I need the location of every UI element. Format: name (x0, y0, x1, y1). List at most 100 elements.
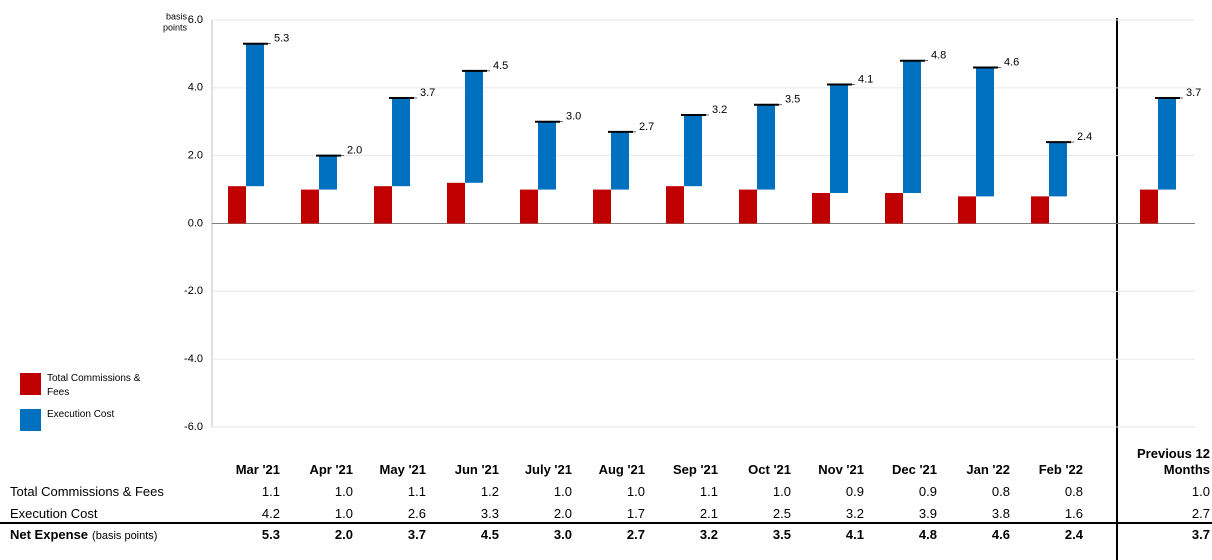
y-axis-label: basis (166, 11, 188, 21)
legend-label: Execution Cost (47, 409, 115, 420)
legend-label: Total Commissions & Fees (47, 373, 141, 398)
table-value: 2.1 (699, 505, 718, 521)
y-tick-label: -4.0 (184, 353, 203, 365)
data-label: 4.5 (493, 60, 508, 72)
y-tick-label: 6.0 (188, 14, 203, 26)
table-value: 3.7 (407, 527, 426, 542)
bar (830, 84, 848, 193)
table-value: 2.7 (626, 527, 645, 542)
table-value: 1.0 (334, 505, 353, 521)
data-label: 2.7 (639, 121, 654, 133)
row-label: Total Commissions & Fees (10, 484, 164, 499)
bar (684, 114, 702, 187)
table-value: 3.3 (480, 505, 499, 521)
y-tick-label: -2.0 (184, 285, 203, 297)
table-value: 0.9 (845, 484, 864, 499)
bar (301, 189, 319, 224)
table-value: 3.5 (772, 527, 791, 542)
table-value: 1.6 (1064, 505, 1083, 521)
data-label: 3.2 (712, 104, 727, 116)
category-header: Sep '21 (672, 462, 718, 477)
table-value: 2.5 (772, 505, 791, 521)
bar (1031, 196, 1049, 224)
category-header: Previous 12 Months (1137, 446, 1210, 477)
table-value: 4.8 (918, 527, 937, 542)
table-value: 3.2 (699, 527, 718, 542)
table-value: 1.0 (772, 484, 791, 499)
y-tick-label: -6.0 (184, 421, 203, 433)
row-unit: (basis points) (92, 530, 158, 542)
legend-swatch (20, 409, 41, 431)
y-tick-label: 4.0 (188, 82, 203, 94)
legend-swatch (20, 373, 41, 395)
data-label: 2.4 (1077, 131, 1092, 143)
bar (538, 121, 556, 190)
data-label: 2.0 (347, 145, 362, 157)
bar (1140, 189, 1158, 224)
table-value: 1.0 (626, 484, 645, 499)
y-tick-label: 2.0 (188, 150, 203, 162)
bar (739, 189, 757, 224)
table-value: 5.3 (261, 527, 280, 542)
table-value: 2.0 (553, 505, 572, 521)
table-value: 1.0 (334, 484, 353, 499)
data-label: 3.7 (420, 87, 435, 99)
table-value: 2.4 (1064, 527, 1083, 542)
bar (976, 67, 994, 197)
bar (666, 186, 684, 224)
bar (1049, 142, 1067, 197)
table-value: 3.0 (553, 527, 572, 542)
table-value: 0.8 (1064, 484, 1083, 499)
table-value: 2.6 (407, 505, 426, 521)
bar (1158, 98, 1176, 190)
table-value: 2.0 (334, 527, 353, 542)
data-label: 3.7 (1186, 87, 1201, 99)
bar (757, 104, 775, 190)
category-header: Jun '21 (454, 462, 499, 477)
category-header: Feb '22 (1038, 462, 1083, 477)
category-header: Dec '21 (891, 462, 937, 477)
bar (885, 192, 903, 224)
category-header: Apr '21 (309, 462, 353, 477)
table-value: 4.2 (261, 505, 280, 521)
table-value: 4.5 (480, 527, 499, 542)
table-value: 1.0 (553, 484, 572, 499)
bar (447, 182, 465, 224)
table-value: 1.1 (407, 484, 426, 499)
category-header: Aug '21 (598, 462, 645, 477)
category-header: May '21 (379, 462, 426, 477)
data-label: 4.6 (1004, 56, 1019, 68)
table-value: 1.1 (261, 484, 280, 499)
data-label: 4.1 (858, 73, 873, 85)
bar (520, 189, 538, 224)
bar (228, 186, 246, 224)
bar (374, 186, 392, 224)
bar (593, 189, 611, 224)
table-value: 1.7 (626, 505, 645, 521)
category-header: Nov '21 (818, 462, 864, 477)
category-header: Jan '22 (966, 462, 1010, 477)
table-value: 3.8 (991, 505, 1010, 521)
table-value: 3.7 (1191, 527, 1210, 542)
table-value: 3.2 (845, 505, 864, 521)
table-value: 4.1 (845, 527, 864, 542)
bar (465, 70, 483, 183)
table-value: 3.9 (918, 505, 937, 521)
table-value: 0.8 (991, 484, 1010, 499)
row-label: Net Expense (basis points) (10, 527, 158, 542)
bar (812, 192, 830, 224)
table-value: 1.2 (480, 484, 499, 499)
bar (903, 60, 921, 193)
data-label: 4.8 (931, 50, 946, 62)
bar (319, 155, 337, 190)
table-value: 1.1 (699, 484, 718, 499)
category-header: Oct '21 (748, 462, 791, 477)
y-tick-label: 0.0 (188, 217, 203, 229)
category-header: Mar '21 (235, 462, 280, 477)
bar (246, 43, 264, 187)
data-label: 5.3 (274, 33, 289, 45)
row-label: Execution Cost (10, 505, 98, 521)
bar (958, 196, 976, 224)
